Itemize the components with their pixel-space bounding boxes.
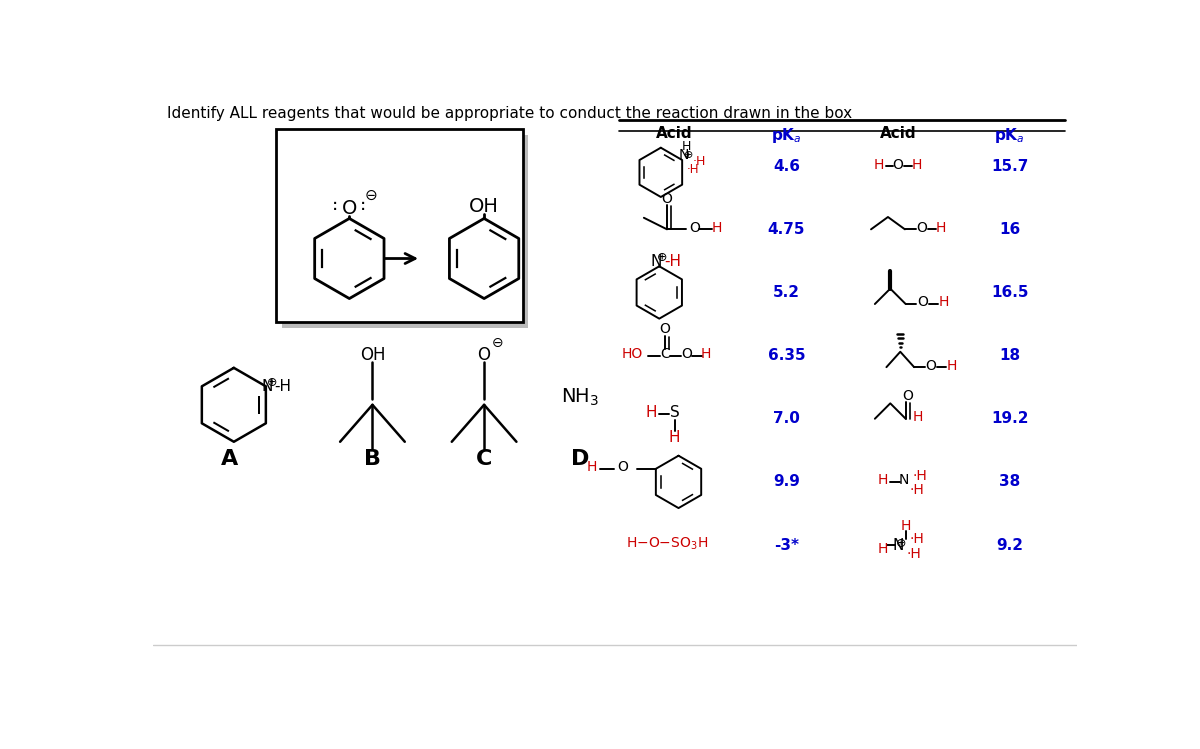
Text: N: N xyxy=(650,254,662,269)
Text: ⊕: ⊕ xyxy=(658,251,667,264)
Text: O: O xyxy=(659,322,670,336)
Text: ·H: ·H xyxy=(910,532,924,546)
Text: H−O−SO$_3$H: H−O−SO$_3$H xyxy=(626,536,708,552)
Text: Acid: Acid xyxy=(656,126,692,141)
Text: N: N xyxy=(678,148,689,163)
Text: O: O xyxy=(917,221,928,234)
Text: Acid: Acid xyxy=(880,126,917,141)
Text: 6.35: 6.35 xyxy=(768,348,805,363)
Text: ·H: ·H xyxy=(686,163,700,176)
Text: OH: OH xyxy=(469,197,499,216)
Text: O: O xyxy=(689,221,700,234)
Text: N: N xyxy=(899,473,910,488)
Text: ·H: ·H xyxy=(912,469,926,482)
Text: 4.75: 4.75 xyxy=(768,222,805,237)
Text: H: H xyxy=(874,157,884,172)
Text: H: H xyxy=(936,221,947,234)
Text: 18: 18 xyxy=(1000,348,1020,363)
Text: O: O xyxy=(917,295,928,309)
FancyBboxPatch shape xyxy=(282,136,528,328)
Text: OH: OH xyxy=(360,346,385,364)
Text: -3*: -3* xyxy=(774,538,799,553)
Text: ·: · xyxy=(360,201,366,220)
Text: O: O xyxy=(901,389,913,403)
Text: B: B xyxy=(364,449,380,469)
Text: pK$_a$: pK$_a$ xyxy=(770,126,802,145)
Text: O: O xyxy=(617,460,628,474)
Text: ·: · xyxy=(332,201,338,220)
Text: ⊕: ⊕ xyxy=(266,376,277,389)
Text: S: S xyxy=(670,405,679,420)
Text: H: H xyxy=(947,359,958,372)
Text: 15.7: 15.7 xyxy=(991,159,1028,174)
Text: 16.5: 16.5 xyxy=(991,285,1028,300)
Text: O: O xyxy=(893,157,904,172)
Text: H: H xyxy=(913,410,923,424)
Text: O: O xyxy=(478,346,491,364)
Text: O: O xyxy=(680,347,691,361)
Text: ·: · xyxy=(360,195,366,214)
Text: H: H xyxy=(912,157,923,172)
Text: -H: -H xyxy=(665,254,682,269)
Text: H: H xyxy=(701,347,712,361)
Text: 5.2: 5.2 xyxy=(773,285,800,300)
Text: D: D xyxy=(571,449,589,469)
Text: H: H xyxy=(877,473,888,488)
Text: O: O xyxy=(925,359,936,372)
Text: H: H xyxy=(682,139,691,153)
Text: A: A xyxy=(221,449,239,469)
Text: 7.0: 7.0 xyxy=(773,411,799,426)
Text: C: C xyxy=(476,449,492,469)
Text: 4.6: 4.6 xyxy=(773,159,800,174)
Text: H: H xyxy=(938,295,948,309)
Text: ·H: ·H xyxy=(692,155,706,168)
Text: H: H xyxy=(877,542,888,556)
Text: ·: · xyxy=(332,195,338,214)
Text: pK$_a$: pK$_a$ xyxy=(995,126,1025,145)
Text: 19.2: 19.2 xyxy=(991,411,1028,426)
Text: 9.9: 9.9 xyxy=(773,474,799,489)
FancyBboxPatch shape xyxy=(276,129,523,321)
Text: ⊖: ⊖ xyxy=(365,188,377,203)
Text: O: O xyxy=(342,199,358,218)
Text: 16: 16 xyxy=(998,222,1020,237)
Text: NH$_3$: NH$_3$ xyxy=(562,386,600,407)
Text: HO: HO xyxy=(622,347,643,361)
Text: ⊕: ⊕ xyxy=(896,537,906,550)
Text: O: O xyxy=(661,192,672,205)
Text: H: H xyxy=(712,221,722,234)
Text: N: N xyxy=(262,379,274,394)
Text: ·H: ·H xyxy=(906,548,920,561)
Text: H: H xyxy=(668,430,680,445)
Text: ·H: ·H xyxy=(910,482,924,497)
Text: Identify ALL reagents that would be appropriate to conduct the reaction drawn in: Identify ALL reagents that would be appr… xyxy=(167,106,852,121)
Text: -H: -H xyxy=(275,379,292,394)
Text: H: H xyxy=(587,460,598,474)
Text: H: H xyxy=(646,405,658,420)
Text: ⊕: ⊕ xyxy=(684,151,694,160)
Text: H: H xyxy=(900,519,911,533)
Text: 9.2: 9.2 xyxy=(996,538,1024,553)
Text: 38: 38 xyxy=(998,474,1020,489)
Text: ⊖: ⊖ xyxy=(492,336,504,351)
Text: C: C xyxy=(660,347,670,361)
Text: N: N xyxy=(893,538,904,553)
